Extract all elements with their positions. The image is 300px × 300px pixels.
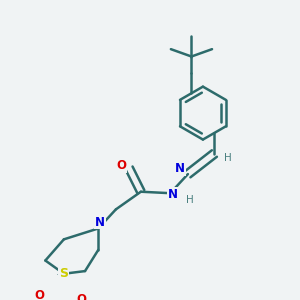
Text: O: O (76, 293, 86, 300)
Text: N: N (95, 215, 105, 229)
Text: H: H (224, 153, 232, 163)
Text: N: N (168, 188, 178, 201)
Text: H: H (185, 195, 193, 205)
Text: S: S (59, 267, 68, 280)
Text: N: N (175, 162, 185, 175)
Text: O: O (34, 289, 44, 300)
Text: O: O (116, 159, 126, 172)
